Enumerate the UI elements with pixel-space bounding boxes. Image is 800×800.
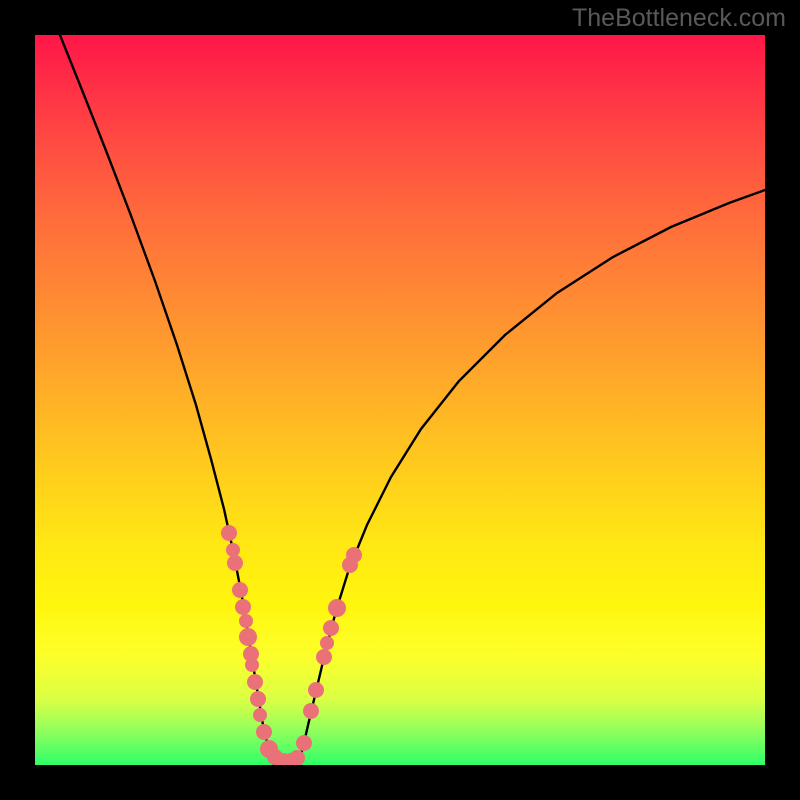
figure-frame: TheBottleneck.com [0,0,800,800]
scatter-dot [308,682,324,698]
curve-left-branch [60,35,274,765]
scatter-dot [247,674,263,690]
scatter-dot [239,614,253,628]
scatter-dot [346,547,362,563]
watermark-text: TheBottleneck.com [572,4,786,33]
scatter-dot [239,628,257,646]
scatter-dot [227,555,243,571]
scatter-dot [245,658,259,672]
scatter-dot [296,735,312,751]
scatter-dot [226,543,240,557]
scatter-dot [303,703,319,719]
scatter-dot [323,620,339,636]
scatter-dot [316,649,332,665]
curve-right-branch [298,190,765,765]
scatter-dot [320,636,334,650]
plot-area [35,35,765,765]
scatter-dot [221,525,237,541]
scatter-dot [256,724,272,740]
scatter-dot [253,708,267,722]
scatter-dot [328,599,346,617]
scatter-dot [232,582,248,598]
scatter-dot [250,691,266,707]
chart-svg [35,35,765,765]
scatter-dot [235,599,251,615]
